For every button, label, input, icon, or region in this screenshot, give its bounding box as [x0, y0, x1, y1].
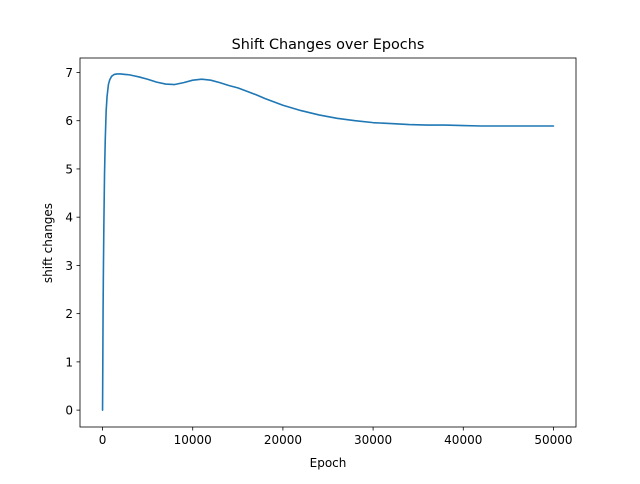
x-tick-label: 40000 — [444, 433, 482, 447]
x-tick-label: 0 — [99, 433, 107, 447]
y-axis-label: shift changes — [41, 203, 55, 283]
series-line — [101, 73, 555, 411]
y-tick-label: 5 — [65, 162, 73, 176]
y-tick-label: 7 — [65, 66, 73, 80]
y-tick-label: 4 — [65, 211, 73, 225]
y-tick-label: 0 — [65, 404, 73, 418]
ticks-layer: 0 10000 20000 30000 40000 50000 0 1 2 3 4 5 6 7 — [65, 66, 572, 447]
x-tick-label: 30000 — [354, 433, 392, 447]
y-tick-label: 6 — [65, 114, 73, 128]
series-layer — [101, 73, 555, 411]
y-tick-label: 1 — [65, 355, 73, 369]
chart-title: Shift Changes over Epochs — [232, 37, 425, 53]
x-tick-label: 50000 — [534, 433, 572, 447]
y-tick-label: 2 — [65, 307, 73, 321]
x-axis-label: Epoch — [310, 456, 347, 470]
x-tick-label: 20000 — [264, 433, 302, 447]
plot-frame — [79, 57, 577, 428]
x-tick-label: 10000 — [174, 433, 212, 447]
y-tick-label: 3 — [65, 259, 73, 273]
